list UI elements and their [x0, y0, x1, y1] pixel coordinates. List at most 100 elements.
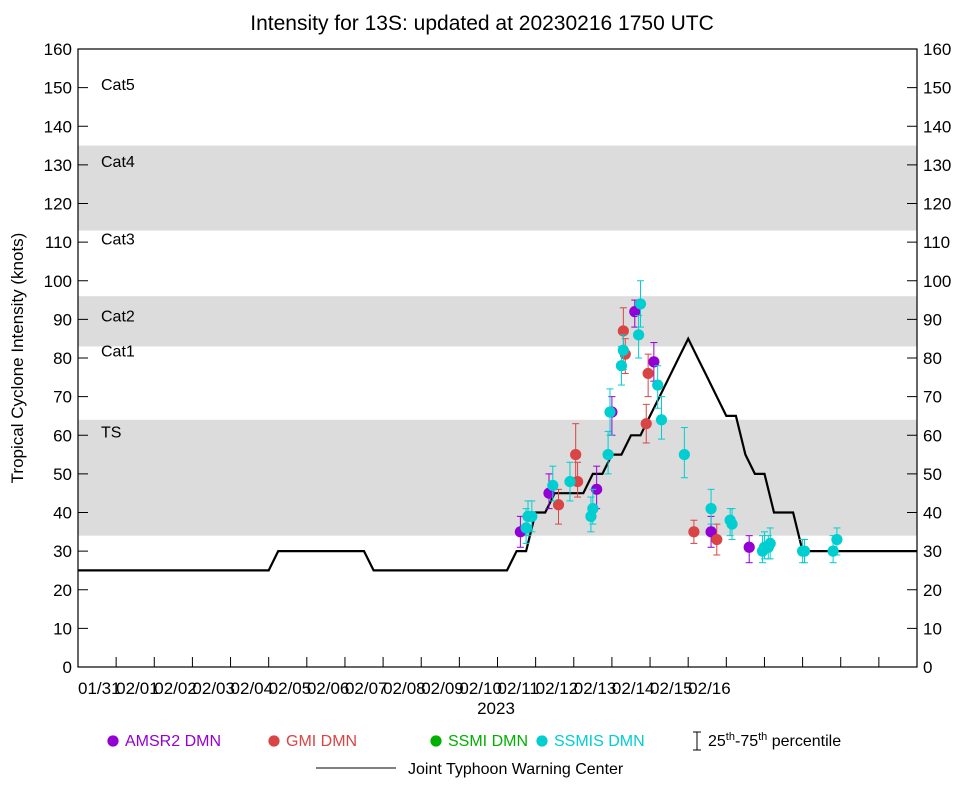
band-label-ts: TS [101, 424, 121, 441]
chart-title: Intensity for 13S: updated at 20230216 1… [250, 12, 714, 35]
amsr2-dmn-point [591, 483, 603, 495]
band-label-cat4: Cat4 [101, 154, 135, 171]
y-tick-label-left: 0 [63, 658, 72, 677]
legend-label-gmi-dmn: GMI DMN [286, 733, 357, 750]
y-tick-label-left: 10 [53, 619, 72, 638]
ssmis-dmn-estimate [587, 488, 599, 525]
ssmis-dmn-point [602, 448, 614, 461]
y-tick-label-right: 70 [923, 388, 942, 407]
y-tick-label-right: 90 [923, 310, 942, 329]
ssmis-dmn-point [634, 298, 647, 310]
intensity-category-bands [78, 145, 917, 536]
plot-frame [77, 48, 918, 668]
ssmis-dmn-point [564, 476, 576, 488]
x-tick-label: 02/01 [116, 679, 159, 698]
legend-label-jtwc: Joint Typhoon Warning Center [408, 761, 624, 778]
band-cat2 [78, 296, 917, 347]
y-axis-left: 0 10 20 30 40 50 60 70 80 90 100 110 120 130 140 150 160 [44, 40, 88, 677]
y-tick-label-right: 140 [923, 117, 951, 136]
x-tick-label: 02/08 [383, 679, 426, 698]
gmi-dmn-point [642, 367, 654, 380]
legend-label-ssmis-dmn: SSMIS DMN [554, 733, 645, 750]
y-tick-label-left: 40 [53, 504, 72, 523]
y-tick-label-right: 80 [923, 349, 942, 368]
ssmis-dmn-point [831, 533, 843, 546]
x-tick-label: 02/02 [154, 679, 197, 698]
y-tick-label-right: 10 [923, 619, 942, 638]
y-axis-right: 0 10 20 30 40 50 60 70 80 90 100 110 120 130 140 150 160 [907, 40, 951, 677]
ssmis-dmn-point [764, 537, 776, 550]
ssmis-dmn-estimate [652, 365, 664, 409]
gmi-dmn-estimate [642, 353, 654, 398]
ssmis-dmn-point [798, 545, 811, 557]
legend-percentile-label: 25th-75th percentile [708, 731, 841, 750]
y-tick-label-left: 160 [44, 40, 72, 59]
ssmis-dmn-point [617, 344, 629, 356]
ssmis-dmn-estimate [634, 280, 647, 328]
ssmis-dmn-point [705, 503, 717, 515]
band-cat4 [78, 145, 917, 231]
y-tick-label-left: 80 [53, 349, 72, 368]
ssmis-dmn-point [604, 406, 616, 418]
x-tick-label: 02/12 [536, 679, 579, 698]
y-tick-label-left: 20 [53, 581, 72, 600]
y-tick-label-right: 130 [923, 156, 951, 175]
ssmis-dmn-estimate [617, 334, 629, 371]
ssmis-dmn-estimate [831, 527, 843, 556]
ssmis-dmn-point [526, 510, 538, 522]
x-tick-label: 02/05 [269, 679, 312, 698]
amsr2-dmn-point [648, 356, 660, 368]
y-tick-label-right: 20 [923, 581, 942, 600]
y-tick-label-right: 0 [923, 658, 932, 677]
band-ts [78, 419, 917, 536]
y-tick-label-left: 50 [53, 465, 72, 484]
legend-marker-amsr2-dmn [107, 735, 119, 747]
y-tick-label-left: 130 [44, 156, 72, 175]
gmi-dmn-estimate [552, 488, 565, 525]
legend: AMSR2 DMN GMI DMN SSMI DMN SSMIS DMN 25th-75… [107, 731, 841, 778]
legend-marker-ssmi-dmn [430, 735, 442, 747]
x-axis-year-label: 2023 [477, 699, 515, 718]
ssmis-dmn-point [615, 360, 628, 372]
y-tick-label-right: 50 [923, 465, 942, 484]
ssmis-dmn-estimate [547, 465, 559, 502]
band-label-cat5: Cat5 [101, 77, 135, 94]
y-tick-label-left: 90 [53, 310, 72, 329]
gmi-dmn-point [617, 325, 629, 337]
amsr2-dmn-estimate [591, 465, 603, 510]
y-axis-label: Tropical Cyclone Intensity (knots) [8, 233, 27, 484]
y-tick-label-right: 150 [923, 79, 951, 98]
y-tick-label-right: 120 [923, 195, 951, 214]
ssmis-dmn-point [520, 522, 532, 534]
legend-marker-gmi-dmn [268, 735, 280, 747]
ssmis-dmn-point [547, 479, 559, 492]
y-tick-label-left: 120 [44, 195, 72, 214]
y-tick-label-right: 30 [923, 542, 942, 561]
y-tick-label-right: 60 [923, 426, 942, 445]
percentile-text: 25 [708, 733, 726, 750]
gmi-dmn-point [711, 533, 723, 546]
x-tick-label: 02/09 [421, 679, 464, 698]
ssmis-dmn-point [652, 379, 664, 391]
ssmis-dmn-point [726, 518, 738, 530]
legend-marker-ssmis-dmn [536, 735, 548, 747]
percentile-text: percentile [767, 733, 841, 750]
satellite-estimates [514, 280, 843, 564]
ssmis-dmn-estimate [526, 500, 538, 533]
y-tick-label-left: 100 [44, 272, 72, 291]
intensity-category-labels: TS Cat1 Cat2 Cat3 Cat4 Cat5 [101, 77, 135, 442]
x-tick-label: 02/16 [688, 679, 731, 698]
y-tick-label-right: 110 [923, 233, 950, 252]
y-tick-label-right: 160 [923, 40, 951, 59]
band-label-cat3: Cat3 [101, 231, 135, 248]
ssmis-dmn-estimate [798, 539, 811, 564]
gmi-dmn-point [570, 448, 582, 461]
amsr2-dmn-estimate [743, 535, 755, 564]
x-tick-label: 02/10 [459, 679, 502, 698]
y-tick-label-right: 100 [923, 272, 951, 291]
amsr2-dmn-point [743, 541, 755, 553]
ssmis-dmn-estimate [564, 461, 576, 502]
x-tick-label: 02/15 [650, 679, 693, 698]
percentile-text: -75 [735, 733, 758, 750]
y-tick-label-right: 40 [923, 504, 942, 523]
